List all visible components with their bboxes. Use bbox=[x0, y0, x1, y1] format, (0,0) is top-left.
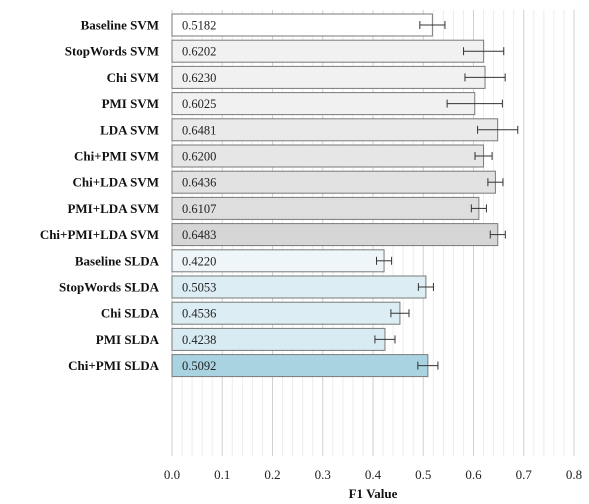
bar-value-label: 0.6481 bbox=[182, 123, 216, 137]
error-bar bbox=[390, 309, 410, 318]
x-tick-label: 0.0 bbox=[164, 467, 180, 482]
x-tick-label: 0.3 bbox=[315, 467, 331, 482]
bar-value-label: 0.6436 bbox=[182, 176, 216, 190]
x-tick-label: 0.1 bbox=[214, 467, 230, 482]
error-bar bbox=[374, 335, 396, 344]
category-label: PMI SLDA bbox=[96, 332, 160, 347]
bar bbox=[171, 223, 499, 247]
category-label: PMI SVM bbox=[102, 96, 159, 111]
error-bar bbox=[470, 204, 487, 213]
bars-group bbox=[171, 13, 499, 378]
bar bbox=[171, 170, 496, 194]
category-labels-group: Baseline SVM StopWords SVM Chi SVM PMI SVM L… bbox=[40, 18, 160, 374]
error-bar bbox=[489, 230, 506, 239]
bar bbox=[171, 92, 476, 116]
category-label: StopWords SVM bbox=[65, 44, 159, 59]
bar bbox=[171, 118, 499, 142]
bar-value-label: 0.6107 bbox=[182, 202, 216, 216]
bar-value-label: 0.6025 bbox=[182, 97, 216, 111]
bar-value-label: 0.6483 bbox=[182, 228, 216, 242]
x-tick-label: 0.7 bbox=[516, 467, 533, 482]
x-tick-label: 0.6 bbox=[465, 467, 482, 482]
bar bbox=[171, 144, 485, 168]
bar-value-label: 0.6230 bbox=[182, 71, 216, 85]
bar-value-label: 0.5182 bbox=[182, 19, 216, 33]
x-tick-label: 0.5 bbox=[415, 467, 431, 482]
category-label: Chi+LDA SVM bbox=[72, 175, 159, 190]
error-bar bbox=[463, 47, 505, 56]
category-label: Chi SLDA bbox=[101, 306, 160, 321]
category-label: Chi+PMI+LDA SVM bbox=[40, 227, 159, 242]
bar bbox=[171, 196, 480, 220]
value-labels-group: 0.5182 0.6202 0.6230 0.6025 0.6481 0.6200 0.64… bbox=[182, 19, 216, 374]
bar-value-label: 0.6202 bbox=[182, 45, 216, 59]
error-bars-group bbox=[374, 21, 519, 370]
x-tick-label: 0.4 bbox=[365, 467, 382, 482]
bar-value-label: 0.5053 bbox=[182, 281, 216, 295]
category-label: Chi+PMI SVM bbox=[74, 149, 159, 164]
error-bar bbox=[376, 256, 393, 265]
category-label: Baseline SVM bbox=[81, 18, 159, 33]
error-bar bbox=[417, 283, 434, 291]
bar-value-label: 0.6200 bbox=[182, 150, 216, 164]
category-label: Baseline SLDA bbox=[75, 253, 160, 268]
error-bar bbox=[419, 21, 446, 29]
error-bar bbox=[464, 73, 506, 82]
category-label: PMI+LDA SVM bbox=[67, 201, 159, 216]
x-axis-title: F1 Value bbox=[349, 486, 398, 501]
error-bar bbox=[477, 125, 519, 134]
bar-value-label: 0.4536 bbox=[182, 307, 216, 321]
category-label: LDA SVM bbox=[100, 122, 159, 137]
category-label: Chi+PMI SLDA bbox=[68, 358, 159, 373]
bar-value-label: 0.5092 bbox=[182, 359, 216, 373]
category-label: StopWords SLDA bbox=[59, 280, 160, 295]
bar bbox=[171, 65, 486, 89]
error-bar bbox=[474, 152, 493, 160]
error-bar bbox=[446, 99, 503, 108]
error-bar bbox=[487, 178, 504, 187]
x-tick-label: 0.8 bbox=[566, 467, 582, 482]
error-bar bbox=[417, 361, 439, 370]
bar-value-label: 0.4238 bbox=[182, 333, 216, 347]
x-tick-label: 0.2 bbox=[264, 467, 280, 482]
category-label: Chi SVM bbox=[107, 70, 159, 85]
bar bbox=[171, 39, 485, 63]
x-tick-labels-group: 0.0 0.1 0.2 0.3 0.4 0.5 0.6 0.7 0.8 bbox=[164, 467, 582, 482]
bar-value-label: 0.4220 bbox=[182, 254, 216, 268]
